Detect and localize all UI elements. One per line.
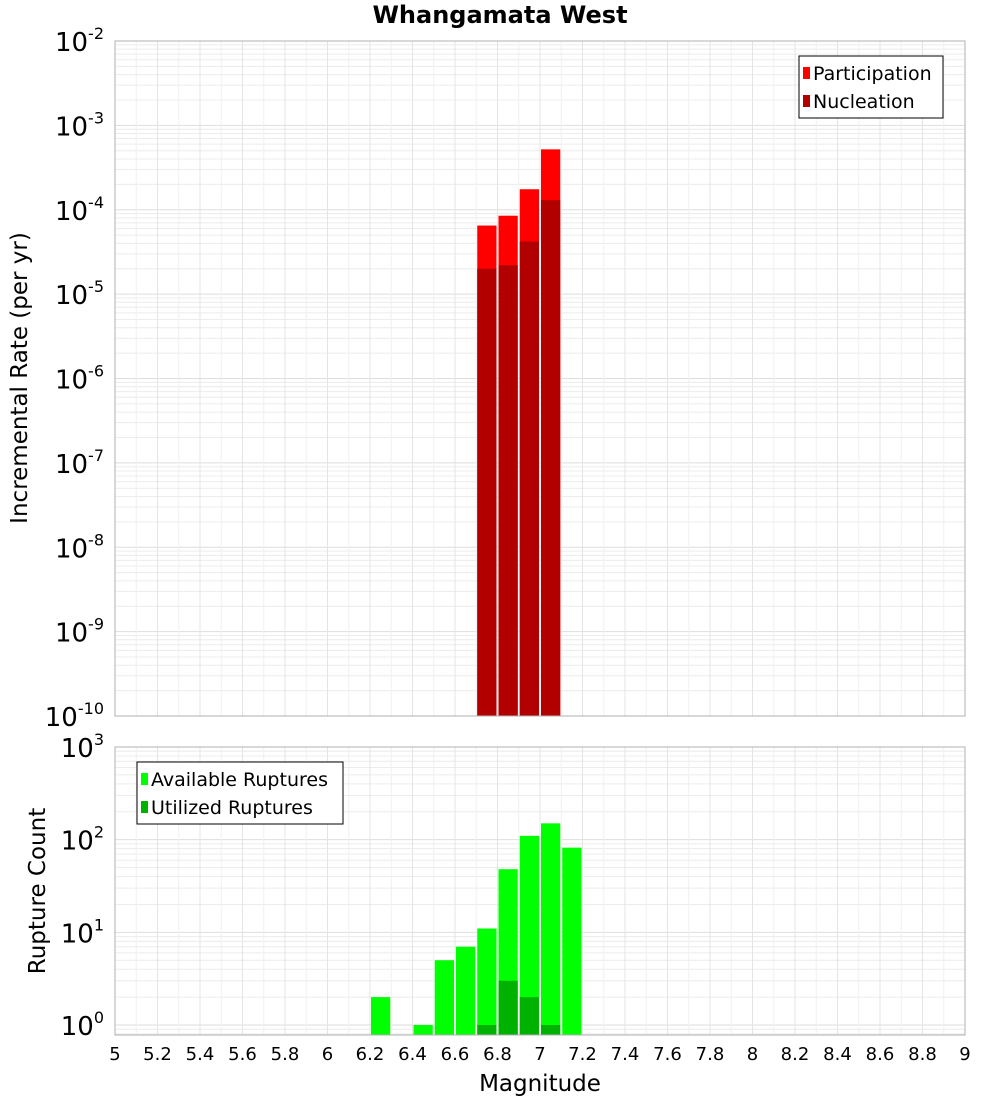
bar-available-ruptures-6.25 (371, 997, 391, 1035)
bar-available-ruptures-7.05 (541, 823, 561, 1035)
y-axis-label-count: Rupture Count (25, 808, 51, 974)
x-tick-label: 9 (959, 1044, 970, 1065)
legend-box (798, 55, 944, 119)
y-tick-label: 101 (61, 915, 104, 949)
x-tick-label: 7.6 (653, 1044, 682, 1065)
y-tick-label: 10-3 (55, 108, 104, 142)
y-tick-label: 103 (61, 730, 104, 764)
x-axis: 5 5.2 5.4 5.6 5.8 6 6.2 6.4 6.6 6.8 7 7.2 7.4 7.6 7.8 8… (109, 1044, 970, 1065)
bar-available-ruptures-6.55 (434, 960, 454, 1035)
rupture-count-panel: 100 101 102 103 Available Ruptures Utilized R… (61, 730, 966, 1042)
legend-swatch (803, 67, 810, 79)
bar-nucleation-7.05 (541, 200, 561, 716)
legend-label: Participation (813, 63, 932, 85)
bar-utilized-ruptures-6.85 (498, 980, 518, 1035)
bar-nucleation-6.75 (477, 268, 497, 716)
y-tick-label: 10-10 (45, 699, 104, 733)
bar-available-ruptures-7.15 (562, 847, 582, 1035)
y-axis-label-rate: Incremental Rate (per yr) (7, 232, 33, 524)
x-tick-label: 8.8 (908, 1044, 937, 1065)
y-tick-label: 10-2 (55, 24, 104, 58)
x-tick-label: 7.4 (611, 1044, 640, 1065)
rate-panel: 10-10 10-9 10-8 10-7 10-6 10-5 10-4 10-3 10-2 Par… (45, 24, 966, 733)
bar-utilized-ruptures-6.95 (519, 997, 539, 1035)
x-tick-label: 6.4 (398, 1044, 427, 1065)
y-tick-label: 100 (61, 1008, 104, 1042)
x-tick-label: 7.8 (696, 1044, 725, 1065)
x-tick-label: 6.2 (356, 1044, 385, 1065)
bar-available-ruptures-6.95 (519, 835, 539, 1035)
chart-title: Whangamata West (372, 1, 627, 29)
bar-available-ruptures-6.45 (413, 1025, 433, 1035)
x-tick-label: 5.6 (228, 1044, 257, 1065)
legend-label: Available Ruptures (151, 769, 328, 791)
legend-swatch (141, 773, 148, 785)
x-tick-label: 5 (109, 1044, 120, 1065)
x-tick-label: 8 (747, 1044, 758, 1065)
bar-available-ruptures-6.65 (456, 946, 476, 1035)
x-tick-label: 5.2 (143, 1044, 172, 1065)
bar-utilized-ruptures-6.75 (477, 1025, 497, 1035)
y-tick-label: 10-9 (55, 615, 104, 649)
y-tick-label: 10-5 (55, 277, 104, 311)
bar-available-ruptures-6.75 (477, 928, 497, 1035)
x-tick-label: 6 (322, 1044, 333, 1065)
bar-utilized-ruptures-7.05 (541, 1025, 561, 1035)
bar-nucleation-6.95 (519, 241, 539, 717)
legend-label: Nucleation (813, 91, 915, 113)
bar-nucleation-6.85 (498, 265, 518, 716)
x-tick-label: 8.6 (866, 1044, 895, 1065)
x-axis-label: Magnitude (479, 1071, 601, 1097)
x-tick-label: 7.2 (568, 1044, 597, 1065)
x-tick-label: 8.2 (781, 1044, 810, 1065)
y-tick-label: 10-7 (55, 446, 104, 480)
y-tick-label: 10-6 (55, 362, 104, 396)
x-tick-label: 8.4 (823, 1044, 852, 1065)
x-tick-label: 5.4 (186, 1044, 215, 1065)
plot-border (114, 40, 966, 717)
x-tick-label: 7 (534, 1044, 545, 1065)
legend-swatch (803, 95, 810, 107)
y-tick-label: 10-4 (55, 193, 104, 227)
x-tick-label: 6.8 (483, 1044, 512, 1065)
legend-box (136, 761, 344, 825)
x-tick-label: 5.8 (271, 1044, 300, 1065)
plot-border (114, 746, 966, 1036)
legend-label: Utilized Ruptures (151, 797, 313, 819)
legend-rate: Participation Nucleation (798, 55, 944, 119)
legend-swatch (141, 801, 148, 813)
y-tick-label: 102 (61, 823, 104, 857)
y-tick-label: 10-8 (55, 530, 104, 564)
x-tick-label: 6.6 (441, 1044, 470, 1065)
legend-count: Available Ruptures Utilized Ruptures (136, 761, 344, 825)
